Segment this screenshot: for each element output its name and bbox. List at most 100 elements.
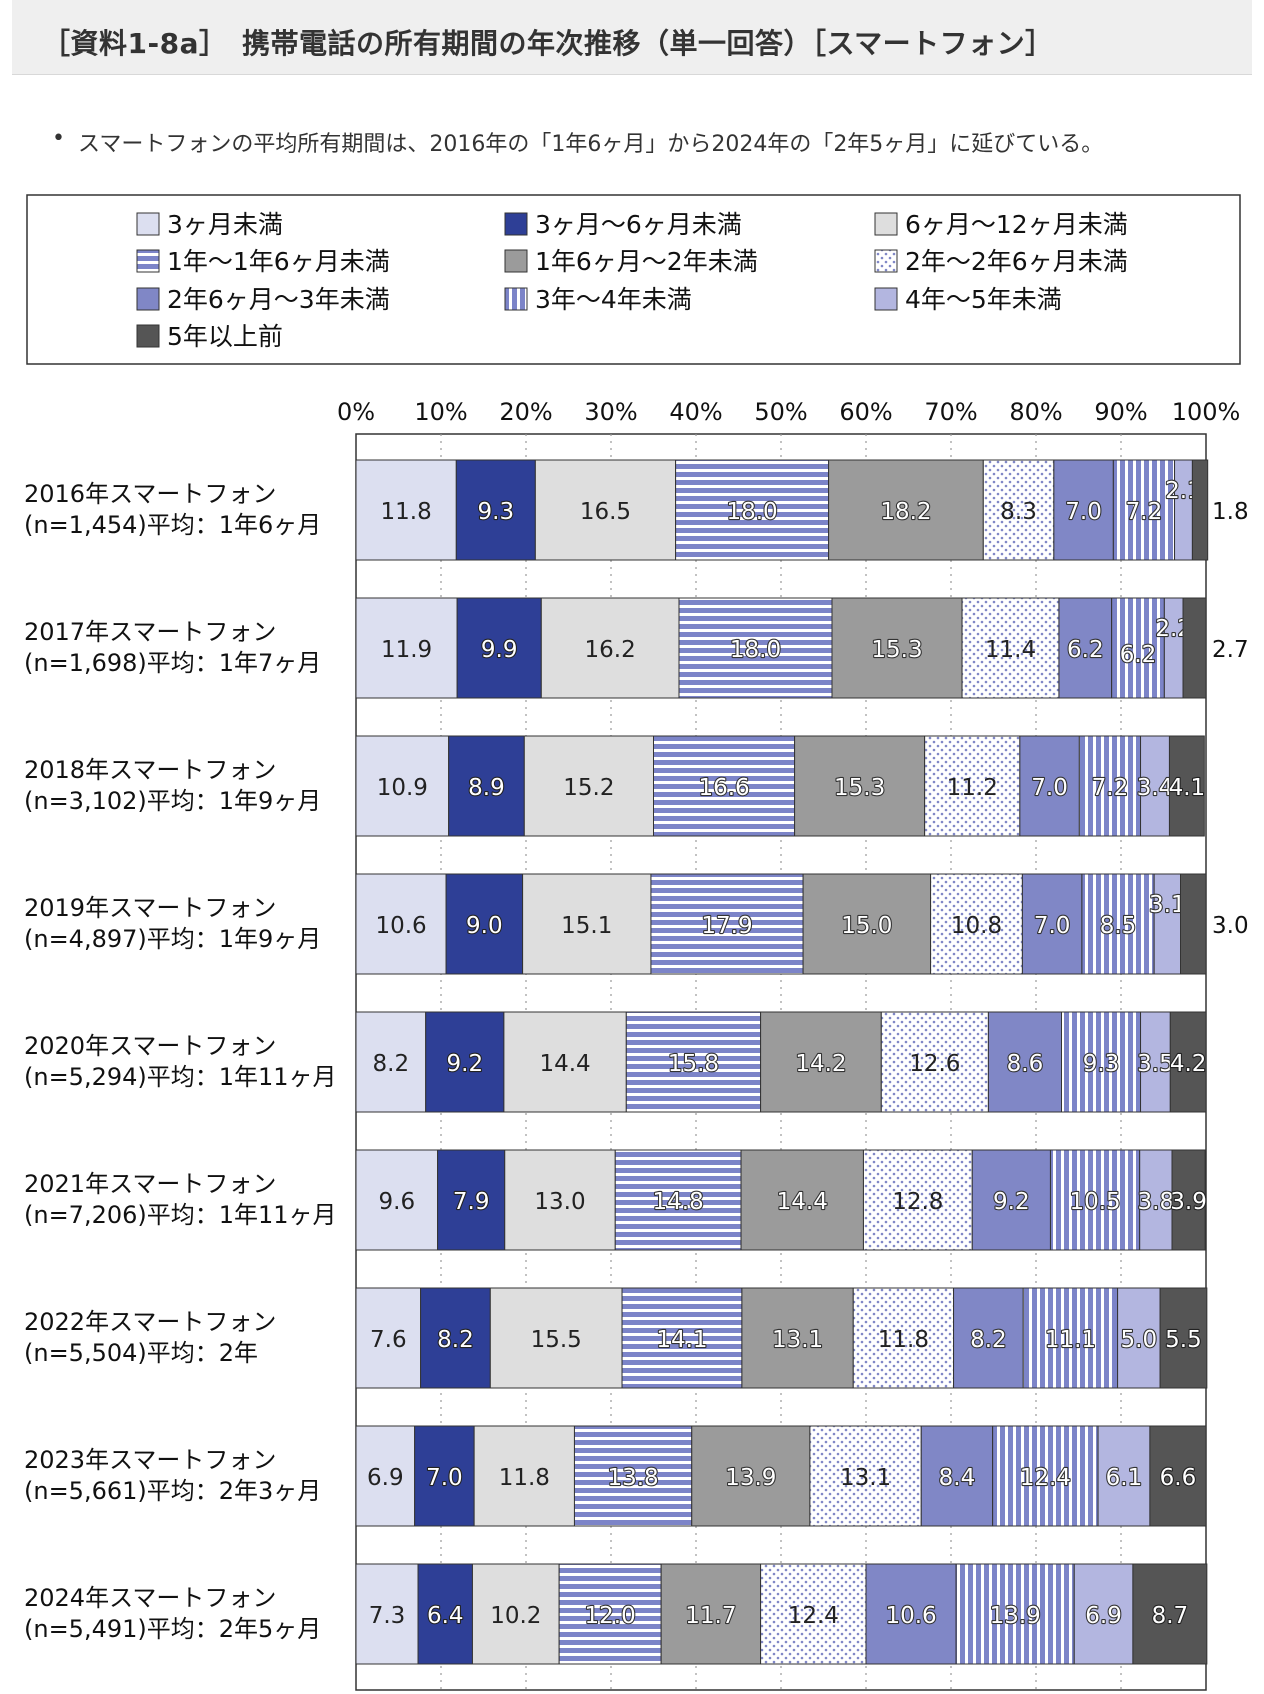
bar-segment bbox=[355, 1287, 422, 1389]
bar-segment bbox=[1171, 1149, 1206, 1251]
category-label-detail: (n=5,491)平均：2年5ヶ月 bbox=[24, 1615, 321, 1643]
legend-label: 1年6ヶ月～2年未満 bbox=[535, 247, 758, 276]
bar-segment bbox=[522, 873, 652, 975]
data-label: 10.5 bbox=[1069, 1189, 1120, 1215]
data-label: 9.0 bbox=[466, 913, 503, 939]
data-label: 10.8 bbox=[951, 913, 1002, 939]
bar-segment bbox=[650, 873, 804, 975]
data-label: 11.8 bbox=[381, 499, 432, 525]
bar-segment bbox=[802, 873, 932, 975]
bar-segment bbox=[794, 735, 926, 837]
data-label: 8.4 bbox=[939, 1465, 976, 1491]
data-label: 16.5 bbox=[580, 499, 631, 525]
data-label: 12.6 bbox=[909, 1051, 960, 1077]
bar-segment bbox=[1159, 1287, 1208, 1389]
data-label: 7.9 bbox=[453, 1189, 490, 1215]
bar-segment bbox=[448, 735, 525, 837]
bar-segment bbox=[455, 459, 536, 561]
bar-segment bbox=[675, 459, 830, 561]
bar-segment bbox=[828, 459, 984, 561]
data-label: 11.9 bbox=[381, 637, 432, 663]
legend-label: 3年～4年未満 bbox=[535, 285, 692, 314]
data-label: 7.0 bbox=[1031, 775, 1068, 801]
data-label: 6.1 bbox=[1106, 1465, 1143, 1491]
bar-segment bbox=[414, 1425, 475, 1527]
data-label: 13.1 bbox=[840, 1465, 891, 1491]
bar-segment bbox=[1140, 1011, 1171, 1113]
bar-segment bbox=[504, 1149, 616, 1251]
category-label-detail: (n=5,661)平均：2年3ヶ月 bbox=[24, 1477, 321, 1505]
data-label: 8.2 bbox=[437, 1327, 474, 1353]
bar-segment bbox=[1081, 873, 1155, 975]
x-tick-label: 80% bbox=[1009, 398, 1062, 426]
category-label-year: 2024年スマートフォン bbox=[24, 1584, 276, 1612]
x-tick-label: 20% bbox=[499, 398, 552, 426]
data-label: 8.2 bbox=[373, 1051, 410, 1077]
legend-label: 3ヶ月未満 bbox=[167, 210, 283, 239]
data-label: 15.1 bbox=[561, 913, 612, 939]
data-label: 3.5 bbox=[1137, 1051, 1174, 1077]
bar-segment bbox=[971, 1149, 1051, 1251]
category-label-detail: (n=3,102)平均：1年9ヶ月 bbox=[24, 787, 321, 815]
data-label: 11.8 bbox=[499, 1465, 550, 1491]
x-tick-label: 30% bbox=[584, 398, 637, 426]
bar-segment bbox=[1078, 735, 1142, 837]
bar-segment bbox=[614, 1149, 742, 1251]
bars: 11.8 9.3 16.5 18.0 18.2 8.3 7.0 7.22.11.811.9 9.… bbox=[355, 459, 1249, 1665]
bar-segment bbox=[865, 1563, 957, 1665]
data-label: 2.7 bbox=[1212, 637, 1249, 663]
bar-segment bbox=[1149, 1425, 1207, 1527]
data-label: 6.4 bbox=[427, 1603, 464, 1629]
category-label-detail: (n=1,698)平均：1年7ヶ月 bbox=[24, 649, 321, 677]
bar-segment bbox=[961, 597, 1060, 699]
data-label: 13.9 bbox=[725, 1465, 776, 1491]
bar-segment bbox=[1191, 459, 1209, 561]
data-label: 8.7 bbox=[1152, 1603, 1189, 1629]
category-label-year: 2017年スマートフォン bbox=[24, 618, 276, 646]
data-label: 6.9 bbox=[367, 1465, 404, 1491]
legend-label: 2年～2年6ヶ月未満 bbox=[905, 247, 1128, 276]
bar-segment bbox=[1097, 1425, 1151, 1527]
bar-segment bbox=[924, 735, 1021, 837]
bar-segment bbox=[741, 1287, 854, 1389]
bar-segment bbox=[1019, 735, 1080, 837]
data-label: 3.4 bbox=[1137, 775, 1174, 801]
data-label: 14.4 bbox=[777, 1189, 828, 1215]
data-label: 15.8 bbox=[668, 1051, 719, 1077]
data-label: 15.5 bbox=[531, 1327, 582, 1353]
category-label-year: 2023年スマートフォン bbox=[24, 1446, 276, 1474]
bar-segment bbox=[1139, 1149, 1173, 1251]
legend-label: 3ヶ月～6ヶ月未満 bbox=[535, 210, 742, 239]
data-label: 13.9 bbox=[990, 1603, 1041, 1629]
data-label: 11.4 bbox=[985, 637, 1036, 663]
bar-segment bbox=[920, 1425, 994, 1527]
bar-segment bbox=[425, 1011, 505, 1113]
bar-segment bbox=[621, 1287, 743, 1389]
category-label-year: 2021年スマートフォン bbox=[24, 1170, 276, 1198]
data-label: 6.9 bbox=[1085, 1603, 1122, 1629]
bar-segment bbox=[540, 597, 680, 699]
bar-segment bbox=[1163, 597, 1184, 699]
data-label: 16.6 bbox=[698, 775, 749, 801]
data-label: 7.0 bbox=[1065, 499, 1102, 525]
data-label: 11.1 bbox=[1045, 1327, 1096, 1353]
data-label: 8.3 bbox=[1000, 499, 1037, 525]
data-label: 4.2 bbox=[1170, 1051, 1207, 1077]
data-label: 17.9 bbox=[701, 913, 752, 939]
data-label: 7.2 bbox=[1092, 775, 1129, 801]
bar-segment bbox=[1180, 873, 1207, 975]
x-axis: 0% 10% 20% 30% 40% 50% 60% 70% 80% 90% 100% bbox=[337, 398, 1240, 426]
bar-segment bbox=[355, 459, 457, 561]
bar-segment bbox=[1058, 597, 1113, 699]
legend-swatch bbox=[504, 212, 528, 236]
bar-segment bbox=[355, 597, 458, 699]
bar-segment bbox=[1022, 1287, 1119, 1389]
data-label: 15.3 bbox=[834, 775, 885, 801]
row-labels: 2016年スマートフォン (n=1,454)平均：1年6ヶ月 2017年スマートフォ… bbox=[24, 480, 337, 1643]
category-label-year: 2022年スマートフォン bbox=[24, 1308, 276, 1336]
bar-segment bbox=[809, 1425, 922, 1527]
legend-label: 1年～1年6ヶ月未満 bbox=[167, 247, 390, 276]
data-label: 13.8 bbox=[607, 1465, 658, 1491]
data-label: 11.7 bbox=[685, 1603, 736, 1629]
